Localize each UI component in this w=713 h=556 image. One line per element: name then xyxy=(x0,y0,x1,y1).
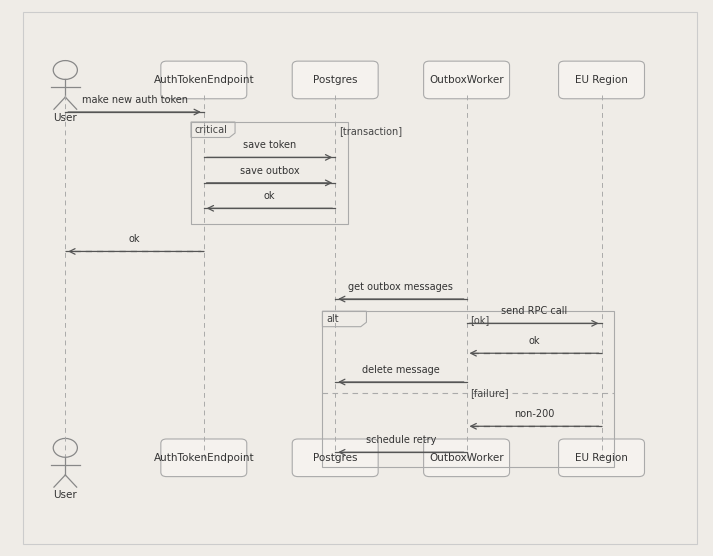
Text: ok: ok xyxy=(129,234,140,244)
Text: get outbox messages: get outbox messages xyxy=(349,282,453,292)
Text: alt: alt xyxy=(326,314,339,324)
Text: schedule retry: schedule retry xyxy=(366,435,436,445)
Text: save outbox: save outbox xyxy=(240,166,299,176)
Text: critical: critical xyxy=(195,125,227,135)
Text: Postgres: Postgres xyxy=(313,75,357,85)
Text: [transaction]: [transaction] xyxy=(339,126,402,136)
Text: save token: save token xyxy=(243,140,296,150)
Text: EU Region: EU Region xyxy=(575,453,628,463)
FancyBboxPatch shape xyxy=(292,439,378,476)
FancyBboxPatch shape xyxy=(558,439,645,476)
Text: [failure]: [failure] xyxy=(470,388,509,398)
Text: ok: ok xyxy=(528,336,540,346)
Text: OutboxWorker: OutboxWorker xyxy=(429,75,504,85)
FancyBboxPatch shape xyxy=(161,61,247,99)
Text: User: User xyxy=(53,112,77,122)
Bar xyxy=(322,311,615,467)
Text: delete message: delete message xyxy=(362,365,440,375)
FancyBboxPatch shape xyxy=(424,439,510,476)
FancyBboxPatch shape xyxy=(161,439,247,476)
FancyBboxPatch shape xyxy=(424,61,510,99)
Text: AuthTokenEndpoint: AuthTokenEndpoint xyxy=(153,453,254,463)
Text: ok: ok xyxy=(264,191,275,201)
Text: OutboxWorker: OutboxWorker xyxy=(429,453,504,463)
Text: EU Region: EU Region xyxy=(575,75,628,85)
Text: make new auth token: make new auth token xyxy=(81,95,188,105)
Text: [ok]: [ok] xyxy=(470,315,489,325)
Text: Postgres: Postgres xyxy=(313,453,357,463)
Text: User: User xyxy=(53,490,77,500)
Text: AuthTokenEndpoint: AuthTokenEndpoint xyxy=(153,75,254,85)
Bar xyxy=(191,122,348,224)
Text: non-200: non-200 xyxy=(514,409,554,419)
Text: send RPC call: send RPC call xyxy=(501,306,567,316)
FancyBboxPatch shape xyxy=(292,61,378,99)
FancyBboxPatch shape xyxy=(558,61,645,99)
